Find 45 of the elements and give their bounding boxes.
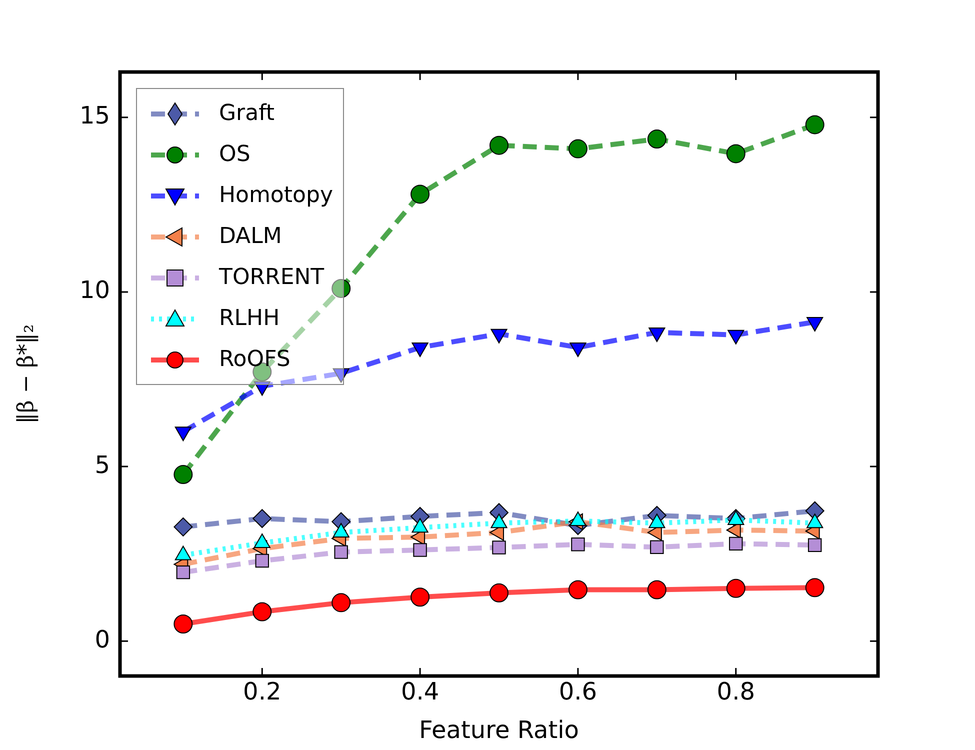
point: [174, 614, 193, 634]
x-tick-label: 0.4: [400, 678, 440, 706]
point: [490, 136, 508, 155]
point: [571, 538, 585, 552]
point: [410, 588, 430, 607]
point: [647, 580, 666, 600]
point: [252, 509, 272, 528]
legend-label: Graft: [219, 101, 275, 126]
y-axis-title: ‖β − β*‖₂: [14, 324, 39, 424]
point: [410, 184, 430, 204]
point: [568, 139, 588, 158]
point: [334, 545, 348, 559]
point: [650, 540, 664, 554]
point: [492, 540, 506, 554]
point: [568, 580, 588, 600]
point: [255, 554, 269, 568]
y-tick-label: 15: [79, 102, 110, 130]
point: [805, 578, 824, 598]
point: [729, 536, 743, 551]
point: [252, 602, 272, 622]
point: [647, 130, 666, 149]
legend-label: DALM: [219, 224, 282, 249]
point: [174, 465, 193, 484]
point: [413, 543, 427, 557]
point: [805, 115, 824, 134]
point: [490, 583, 508, 602]
x-tick-label: 0.2: [243, 678, 282, 706]
legend-label: TORRENT: [219, 265, 324, 290]
point: [726, 578, 746, 598]
point: [176, 565, 190, 580]
x-tick-label: 0.8: [716, 678, 755, 706]
x-axis-title: Feature Ratio: [419, 716, 579, 744]
legend-label: RLHH: [219, 306, 280, 331]
y-tick-label: 10: [79, 276, 110, 304]
point: [332, 278, 351, 298]
y-tick-label: 0: [94, 625, 110, 654]
point: [808, 538, 822, 552]
point: [332, 593, 351, 612]
point: [726, 144, 746, 164]
legend-label: RoOFS: [219, 347, 290, 372]
legend-label: OS: [219, 142, 250, 167]
x-tick-label: 0.6: [558, 678, 598, 706]
legend-label: Homotopy: [219, 183, 333, 208]
point: [174, 517, 193, 536]
y-tick-label: 5: [94, 450, 110, 479]
